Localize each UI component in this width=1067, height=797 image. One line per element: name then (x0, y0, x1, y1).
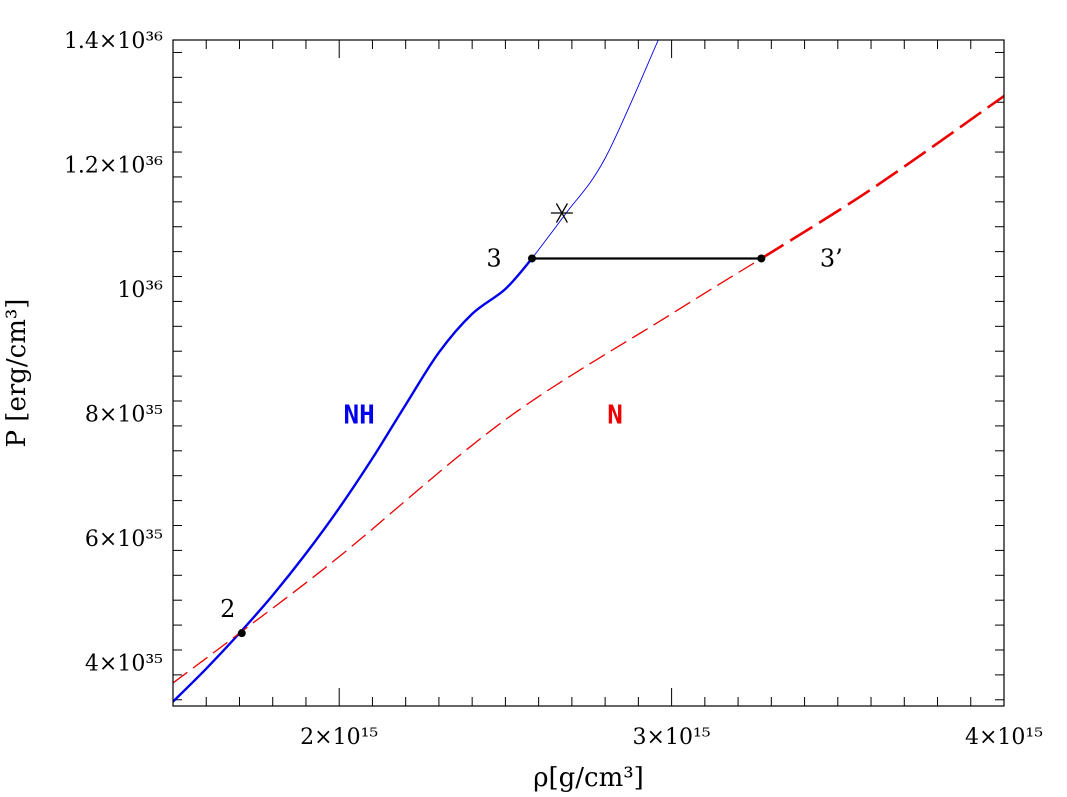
series-line-n (173, 257, 762, 684)
y-tick-label: 4×10³⁵ (85, 651, 163, 676)
series-line-n-upper (760, 94, 1004, 260)
y-tick-label: 10³⁶ (117, 278, 163, 303)
series-line-nh (173, 257, 533, 703)
plot-frame (172, 39, 1005, 707)
series-annotation: NH (343, 400, 374, 430)
markers-layer: 2 3 3’ (220, 203, 843, 638)
x-tick-label: 2×10¹⁵ (300, 725, 378, 750)
star-stroke (555, 203, 568, 223)
y-tick-label: 1.4×10³⁶ (64, 29, 163, 54)
labels-layer: 2×10¹⁵ 3×10¹⁵ 4×10¹⁵ 4×10³⁵ 6×10³⁵ 8×10³⁵ 10³⁶… (64, 29, 1043, 750)
point-marker (237, 629, 246, 638)
x-tick-label: 4×10¹⁵ (965, 725, 1043, 750)
series-layer (173, 40, 1004, 703)
y-axis-title: P [erg/cm³] (2, 299, 32, 448)
series-annotation: N (607, 400, 623, 430)
star-marker (550, 203, 573, 223)
y-tick-label: 8×10³⁵ (85, 402, 163, 427)
x-axis-title: ρ[g/cm³] (533, 763, 644, 793)
point-marker (757, 254, 766, 263)
point-label: 3 (486, 244, 501, 272)
point-marker (527, 254, 536, 263)
ticks-layer (172, 40, 1005, 706)
series-line-nh-metastable (531, 40, 659, 259)
point-label: 3’ (820, 244, 843, 272)
point-label: 2 (220, 595, 235, 623)
x-tick-label: 3×10¹⁵ (633, 725, 711, 750)
y-tick-label: 1.2×10³⁶ (64, 153, 163, 178)
y-tick-label: 6×10³⁵ (85, 527, 163, 552)
